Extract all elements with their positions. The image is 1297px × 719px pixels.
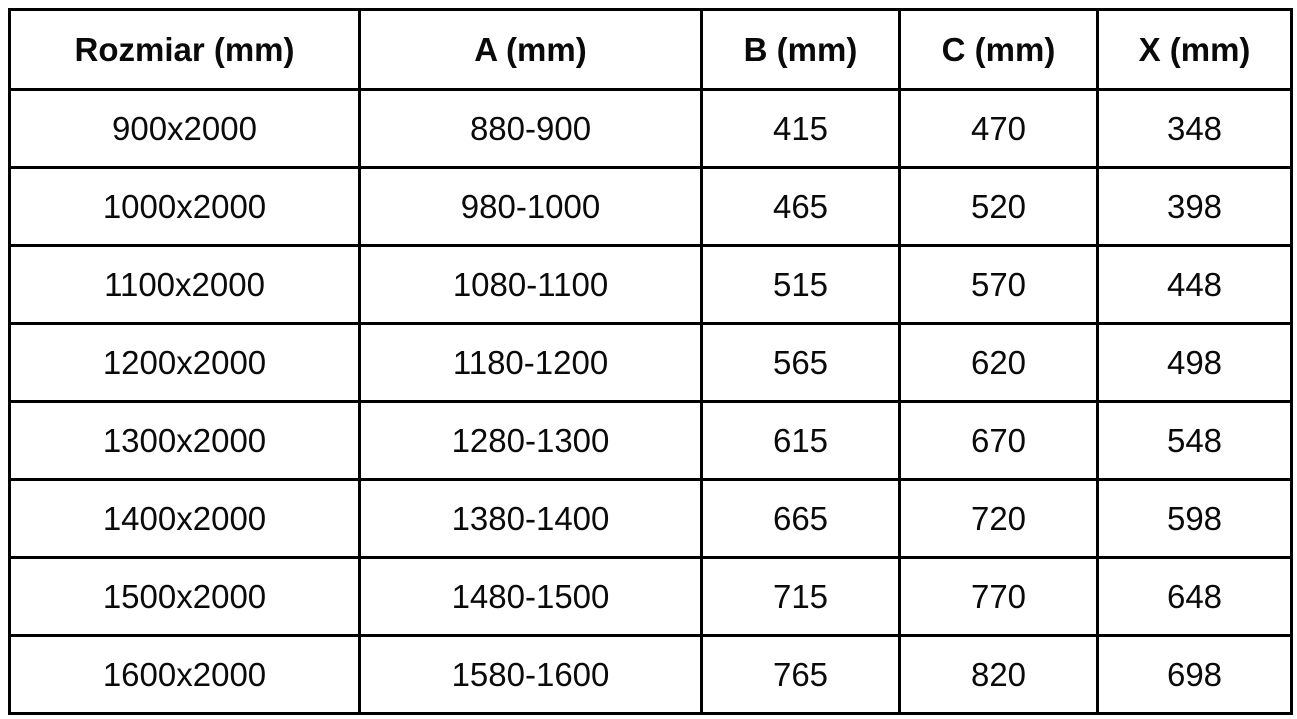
table-row: 1500x2000 1480-1500 715 770 648 (8, 556, 1293, 637)
table-cell: 1200x2000 (8, 322, 361, 403)
table-cell: 470 (898, 88, 1099, 169)
table-row: 1000x2000 980-1000 465 520 398 (8, 166, 1293, 247)
header-cell-c: C (mm) (898, 8, 1099, 91)
table-cell: 1100x2000 (8, 244, 361, 325)
table-cell: 515 (700, 244, 901, 325)
table-cell: 1600x2000 (8, 634, 361, 715)
table-row: 1400x2000 1380-1400 665 720 598 (8, 478, 1293, 559)
table-cell: 698 (1096, 634, 1293, 715)
header-row: Rozmiar (mm) A (mm) B (mm) C (mm) X (mm) (8, 8, 1293, 91)
table-row: 900x2000 880-900 415 470 348 (8, 88, 1293, 169)
table-cell: 1500x2000 (8, 556, 361, 637)
table-cell: 348 (1096, 88, 1293, 169)
table-cell: 415 (700, 88, 901, 169)
table-row: 1100x2000 1080-1100 515 570 448 (8, 244, 1293, 325)
table-cell: 1480-1500 (358, 556, 703, 637)
table-cell: 465 (700, 166, 901, 247)
table-cell: 1580-1600 (358, 634, 703, 715)
table-cell: 570 (898, 244, 1099, 325)
table-cell: 448 (1096, 244, 1293, 325)
table-cell: 1000x2000 (8, 166, 361, 247)
size-table: Rozmiar (mm) A (mm) B (mm) C (mm) X (mm)… (8, 8, 1293, 715)
table-row: 1200x2000 1180-1200 565 620 498 (8, 322, 1293, 403)
table-cell: 520 (898, 166, 1099, 247)
table-cell: 565 (700, 322, 901, 403)
table-cell: 1400x2000 (8, 478, 361, 559)
table-cell: 770 (898, 556, 1099, 637)
table-cell: 598 (1096, 478, 1293, 559)
table-cell: 615 (700, 400, 901, 481)
table-cell: 715 (700, 556, 901, 637)
table-row: 1600x2000 1580-1600 765 820 698 (8, 634, 1293, 715)
table-cell: 498 (1096, 322, 1293, 403)
table-cell: 1180-1200 (358, 322, 703, 403)
table-cell: 398 (1096, 166, 1293, 247)
table-cell: 1380-1400 (358, 478, 703, 559)
table-row: 1300x2000 1280-1300 615 670 548 (8, 400, 1293, 481)
table-cell: 670 (898, 400, 1099, 481)
table-cell: 620 (898, 322, 1099, 403)
table-cell: 1080-1100 (358, 244, 703, 325)
table-cell: 900x2000 (8, 88, 361, 169)
table-cell: 665 (700, 478, 901, 559)
table-cell: 820 (898, 634, 1099, 715)
table-cell: 720 (898, 478, 1099, 559)
header-cell-rozmiar: Rozmiar (mm) (8, 8, 361, 91)
header-cell-a: A (mm) (358, 8, 703, 91)
table-cell: 980-1000 (358, 166, 703, 247)
table-cell: 1280-1300 (358, 400, 703, 481)
header-cell-b: B (mm) (700, 8, 901, 91)
table-cell: 765 (700, 634, 901, 715)
table-cell: 648 (1096, 556, 1293, 637)
table-cell: 880-900 (358, 88, 703, 169)
table-cell: 548 (1096, 400, 1293, 481)
header-cell-x: X (mm) (1096, 8, 1293, 91)
table-cell: 1300x2000 (8, 400, 361, 481)
